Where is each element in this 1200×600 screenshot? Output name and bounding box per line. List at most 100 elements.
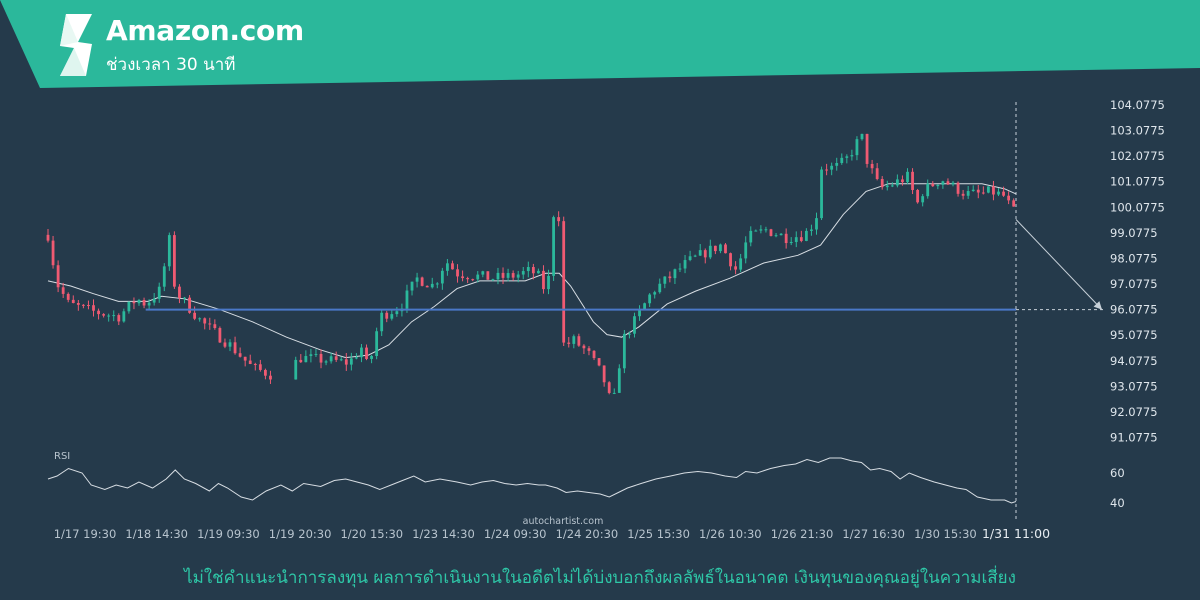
- candle-body: [668, 276, 672, 279]
- candle-body: [127, 301, 131, 312]
- candle-body: [774, 235, 778, 237]
- candle-body: [122, 311, 126, 322]
- candle-body: [132, 301, 136, 304]
- candle-body: [193, 312, 197, 319]
- candle-body: [339, 359, 343, 361]
- price-tick-label: 91.0775: [1110, 431, 1158, 445]
- candle-body: [648, 294, 652, 304]
- candle-body: [233, 342, 237, 354]
- candle-body: [526, 267, 530, 272]
- candle-body: [739, 258, 743, 270]
- rsi-tick-label: 60: [1110, 466, 1125, 480]
- candle-body: [349, 358, 353, 365]
- price-tick-label: 100.0775: [1110, 200, 1165, 214]
- forecast-arrow-head: [1093, 301, 1102, 310]
- candle-body: [71, 299, 75, 304]
- candle-body: [582, 345, 586, 349]
- candle-body: [355, 357, 358, 359]
- candle-body: [622, 333, 626, 369]
- candle-body: [471, 279, 475, 281]
- candle-body: [410, 281, 414, 291]
- time-tick-label: 1/27 16:30: [842, 527, 905, 541]
- candle-body: [830, 165, 834, 170]
- time-tick-label: 1/23 14:30: [412, 527, 475, 541]
- candle-body: [693, 255, 697, 257]
- candle-body: [314, 353, 318, 355]
- current-time-label: 1/31 11:00: [982, 526, 1050, 541]
- candle-body: [304, 356, 308, 363]
- time-tick-label: 1/25 15:30: [627, 527, 690, 541]
- price-tick-label: 102.0775: [1110, 149, 1165, 163]
- candle-body: [542, 270, 545, 290]
- candle-body: [587, 348, 591, 351]
- candle-body: [516, 274, 520, 278]
- candle-body: [375, 331, 379, 356]
- candle-body: [784, 233, 788, 244]
- candle-body: [799, 237, 803, 241]
- candle-body: [172, 235, 176, 287]
- candle-body: [643, 303, 646, 310]
- candle-body: [698, 250, 702, 256]
- candle-body: [966, 191, 970, 196]
- candle-body: [264, 369, 267, 376]
- candle-body: [754, 230, 758, 232]
- candle-body: [243, 356, 247, 361]
- time-tick-label: 1/30 15:30: [914, 527, 977, 541]
- candle-body: [875, 168, 879, 179]
- candle-body: [557, 217, 561, 222]
- candle-body: [294, 359, 298, 380]
- candle-body: [299, 359, 303, 363]
- candle-body: [552, 217, 555, 276]
- candle-body: [365, 347, 368, 359]
- time-tick-label: 1/18 14:30: [125, 527, 188, 541]
- price-tick-label: 94.0775: [1110, 354, 1158, 368]
- candle-body: [167, 235, 171, 267]
- candle-body: [683, 260, 687, 269]
- time-tick-label: 1/24 09:30: [484, 527, 547, 541]
- candle-body: [531, 267, 535, 274]
- candle-body: [1007, 195, 1011, 201]
- candle-body: [152, 298, 156, 303]
- risk-disclaimer: ไม่ใช่คำแนะนำการลงทุน ผลการดำเนินงานในอด…: [184, 568, 1016, 588]
- candle-body: [779, 233, 783, 236]
- price-tick-label: 95.0775: [1110, 328, 1158, 342]
- candle-body: [941, 181, 945, 185]
- candle-body: [380, 312, 384, 332]
- candle-body: [815, 218, 818, 230]
- candle-body: [794, 237, 798, 243]
- candle-body: [926, 183, 930, 197]
- candle-body: [653, 292, 657, 295]
- candle-body: [223, 342, 227, 347]
- candle-body: [789, 242, 793, 244]
- time-tick-label: 1/26 10:30: [699, 527, 762, 541]
- price-tick-label: 96.0775: [1110, 303, 1158, 317]
- candle-body: [66, 293, 70, 300]
- candle-body: [602, 365, 606, 383]
- time-tick-label: 1/19 20:30: [269, 527, 332, 541]
- candle-body: [658, 283, 662, 293]
- rsi-label: RSI: [54, 451, 70, 462]
- candle-body: [724, 244, 727, 254]
- candle-body: [855, 139, 859, 156]
- candle-body: [395, 311, 399, 315]
- time-tick-label: 1/17 19:30: [54, 527, 117, 541]
- candle-body: [628, 333, 631, 335]
- candle-body: [324, 361, 328, 363]
- candle-body: [663, 276, 667, 284]
- price-tick-label: 92.0775: [1110, 405, 1158, 419]
- candle-body: [218, 328, 222, 343]
- candle-body: [415, 277, 419, 282]
- candle-body: [885, 185, 889, 188]
- candle-body: [420, 277, 424, 286]
- candle-body: [451, 263, 454, 270]
- candle-body: [956, 182, 960, 194]
- candle-body: [521, 271, 525, 275]
- time-tick-label: 1/19 09:30: [197, 527, 260, 541]
- candle-body: [511, 273, 515, 278]
- candle-body: [319, 353, 323, 363]
- candle-body: [870, 163, 874, 169]
- candle-body: [567, 342, 571, 344]
- candle-body: [491, 279, 495, 281]
- candle-body: [992, 186, 995, 195]
- candle-body: [117, 315, 121, 322]
